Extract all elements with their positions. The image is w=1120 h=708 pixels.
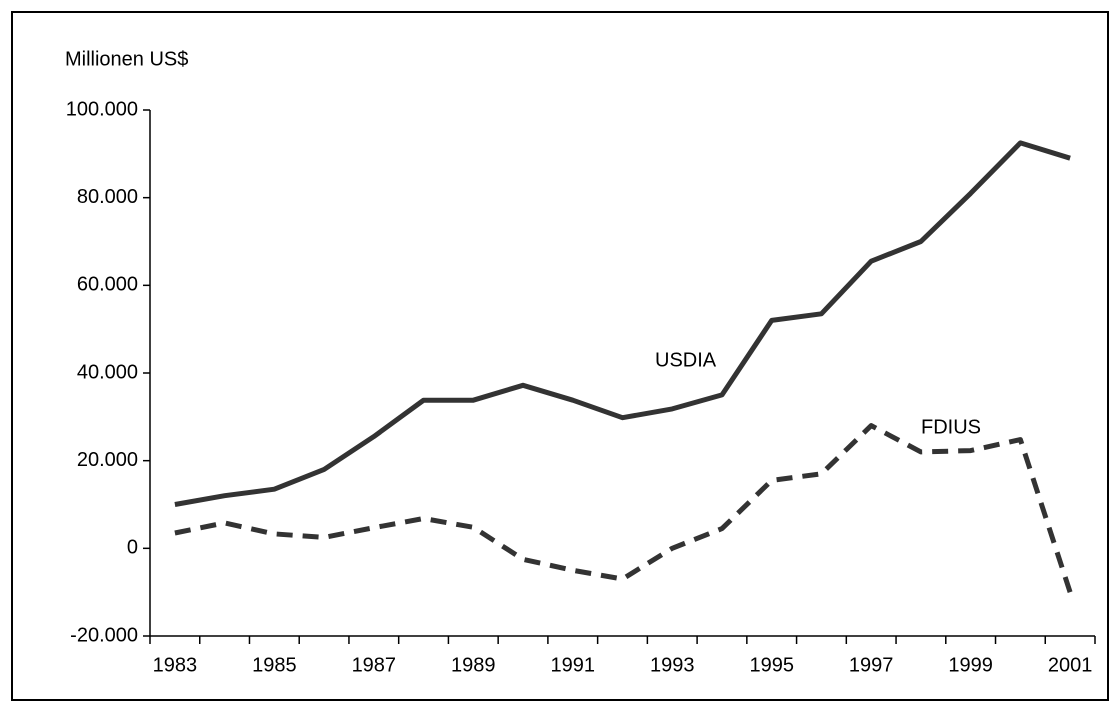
y-axis-label: Millionen US$ xyxy=(65,48,188,70)
x-tick-label: 1989 xyxy=(451,654,496,676)
y-tick-label: 60.000 xyxy=(77,274,138,296)
x-tick-label: 2001 xyxy=(1048,654,1093,676)
x-tick-label: 1991 xyxy=(551,654,596,676)
y-tick-label: 0 xyxy=(127,537,138,559)
y-tick-label: 20.000 xyxy=(77,449,138,471)
chart-frame xyxy=(11,11,1109,701)
x-tick-label: 1983 xyxy=(153,654,198,676)
annotation: USDIA xyxy=(655,349,717,371)
series-line xyxy=(174,423,1073,593)
y-tick-label: -20.000 xyxy=(70,624,138,646)
y-tick-label: 100.000 xyxy=(66,98,138,120)
annotation: FDIUS xyxy=(921,416,981,438)
series-line xyxy=(174,140,1071,507)
x-tick-label: 1995 xyxy=(749,654,794,676)
x-tick-label: 1999 xyxy=(948,654,993,676)
x-tick-label: 1987 xyxy=(352,654,397,676)
y-tick-label: 80.000 xyxy=(77,186,138,208)
x-tick-label: 1997 xyxy=(849,654,894,676)
x-tick-label: 1985 xyxy=(252,654,297,676)
x-tick-label: 1993 xyxy=(650,654,695,676)
y-tick-label: 40.000 xyxy=(77,361,138,383)
